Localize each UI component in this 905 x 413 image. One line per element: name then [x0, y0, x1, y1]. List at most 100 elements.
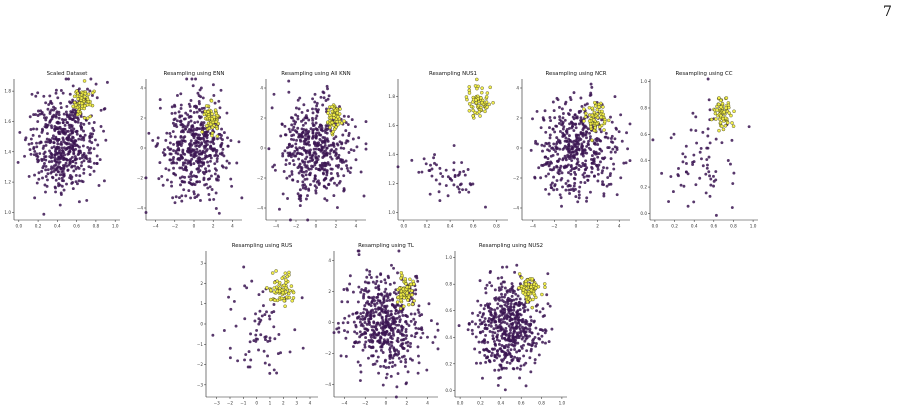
majority-point: [300, 110, 304, 114]
majority-point: [565, 140, 569, 143]
majority-point: [317, 143, 321, 147]
minority-point: [517, 272, 522, 276]
majority-point: [183, 175, 187, 179]
majority-point: [44, 116, 48, 120]
majority-point: [265, 310, 268, 314]
majority-point: [368, 269, 372, 273]
minority-point: [524, 286, 529, 291]
majority-point: [459, 182, 463, 186]
majority-point: [596, 165, 600, 169]
majority-point: [502, 366, 506, 370]
majority-point: [52, 108, 56, 112]
minority-point: [727, 111, 731, 115]
minority-point: [724, 96, 729, 100]
majority-point: [705, 166, 709, 170]
majority-point: [496, 352, 499, 356]
majority-point: [555, 179, 559, 182]
majority-point: [190, 77, 194, 81]
minority-point: [399, 276, 403, 281]
minority-point: [525, 300, 530, 304]
x-tick-label: 3: [295, 401, 298, 406]
x-tick-label: 0.8: [493, 224, 500, 229]
majority-point: [74, 157, 78, 161]
majority-point: [508, 353, 512, 356]
majority-point: [415, 331, 419, 335]
majority-point: [432, 156, 436, 160]
majority-point: [200, 141, 204, 145]
majority-point: [508, 361, 512, 365]
majority-point: [468, 182, 472, 186]
majority-point: [513, 302, 517, 306]
majority-point: [672, 132, 676, 136]
minority-point: [83, 91, 87, 96]
minority-point: [288, 288, 292, 293]
majority-point: [69, 147, 72, 151]
majority-point: [512, 329, 516, 333]
majority-point: [397, 356, 401, 360]
majority-point: [174, 122, 178, 126]
majority-point: [312, 179, 316, 183]
majority-point: [388, 361, 392, 365]
majority-point: [55, 145, 59, 149]
majority-point: [613, 150, 617, 154]
minority-point: [203, 109, 207, 114]
majority-point: [315, 104, 319, 108]
majority-point: [290, 172, 294, 176]
majority-point: [495, 338, 499, 342]
majority-point: [615, 193, 619, 197]
majority-point: [501, 308, 505, 312]
majority-point: [325, 198, 329, 202]
majority-point: [581, 154, 585, 158]
majority-point: [529, 323, 533, 327]
majority-point: [561, 185, 564, 189]
majority-point: [293, 328, 297, 332]
y-tick-label: 4: [328, 258, 331, 263]
majority-point: [294, 154, 298, 158]
majority-point: [207, 169, 211, 173]
majority-point: [189, 139, 193, 143]
minority-point: [274, 269, 278, 273]
majority-point: [66, 146, 70, 149]
majority-point: [600, 149, 604, 153]
majority-point: [340, 167, 344, 171]
minority-point: [718, 120, 723, 125]
majority-point: [193, 196, 197, 200]
majority-point: [207, 193, 211, 196]
minority-point: [474, 98, 478, 102]
majority-point: [176, 94, 179, 97]
y-tick-label: −3: [197, 382, 204, 387]
majority-point: [54, 91, 58, 95]
majority-point: [297, 171, 301, 175]
majority-point: [586, 142, 590, 146]
minority-point: [405, 291, 409, 295]
majority-point: [500, 304, 504, 308]
majority-point: [536, 142, 539, 146]
majority-point: [52, 145, 56, 149]
majority-point: [337, 163, 341, 167]
majority-point: [388, 282, 392, 286]
majority-point: [355, 311, 359, 315]
majority-point: [77, 137, 81, 141]
majority-point: [79, 121, 83, 125]
majority-point: [343, 329, 346, 333]
majority-point: [581, 144, 585, 148]
majority-point: [62, 188, 66, 192]
majority-point: [256, 337, 259, 341]
majority-point: [590, 167, 594, 170]
majority-point: [388, 325, 392, 329]
y-tick-label: 1.6: [388, 123, 395, 128]
majority-point: [185, 125, 189, 128]
majority-point: [49, 151, 53, 155]
majority-point: [516, 333, 520, 337]
majority-point: [396, 372, 400, 375]
majority-point: [414, 292, 418, 296]
majority-point: [491, 337, 495, 341]
majority-point: [362, 307, 366, 311]
minority-point: [82, 79, 87, 83]
majority-point: [310, 159, 314, 162]
minority-point: [342, 119, 346, 123]
majority-point: [29, 152, 33, 156]
majority-point: [57, 155, 61, 159]
majority-point: [589, 82, 593, 86]
majority-point: [377, 284, 381, 288]
